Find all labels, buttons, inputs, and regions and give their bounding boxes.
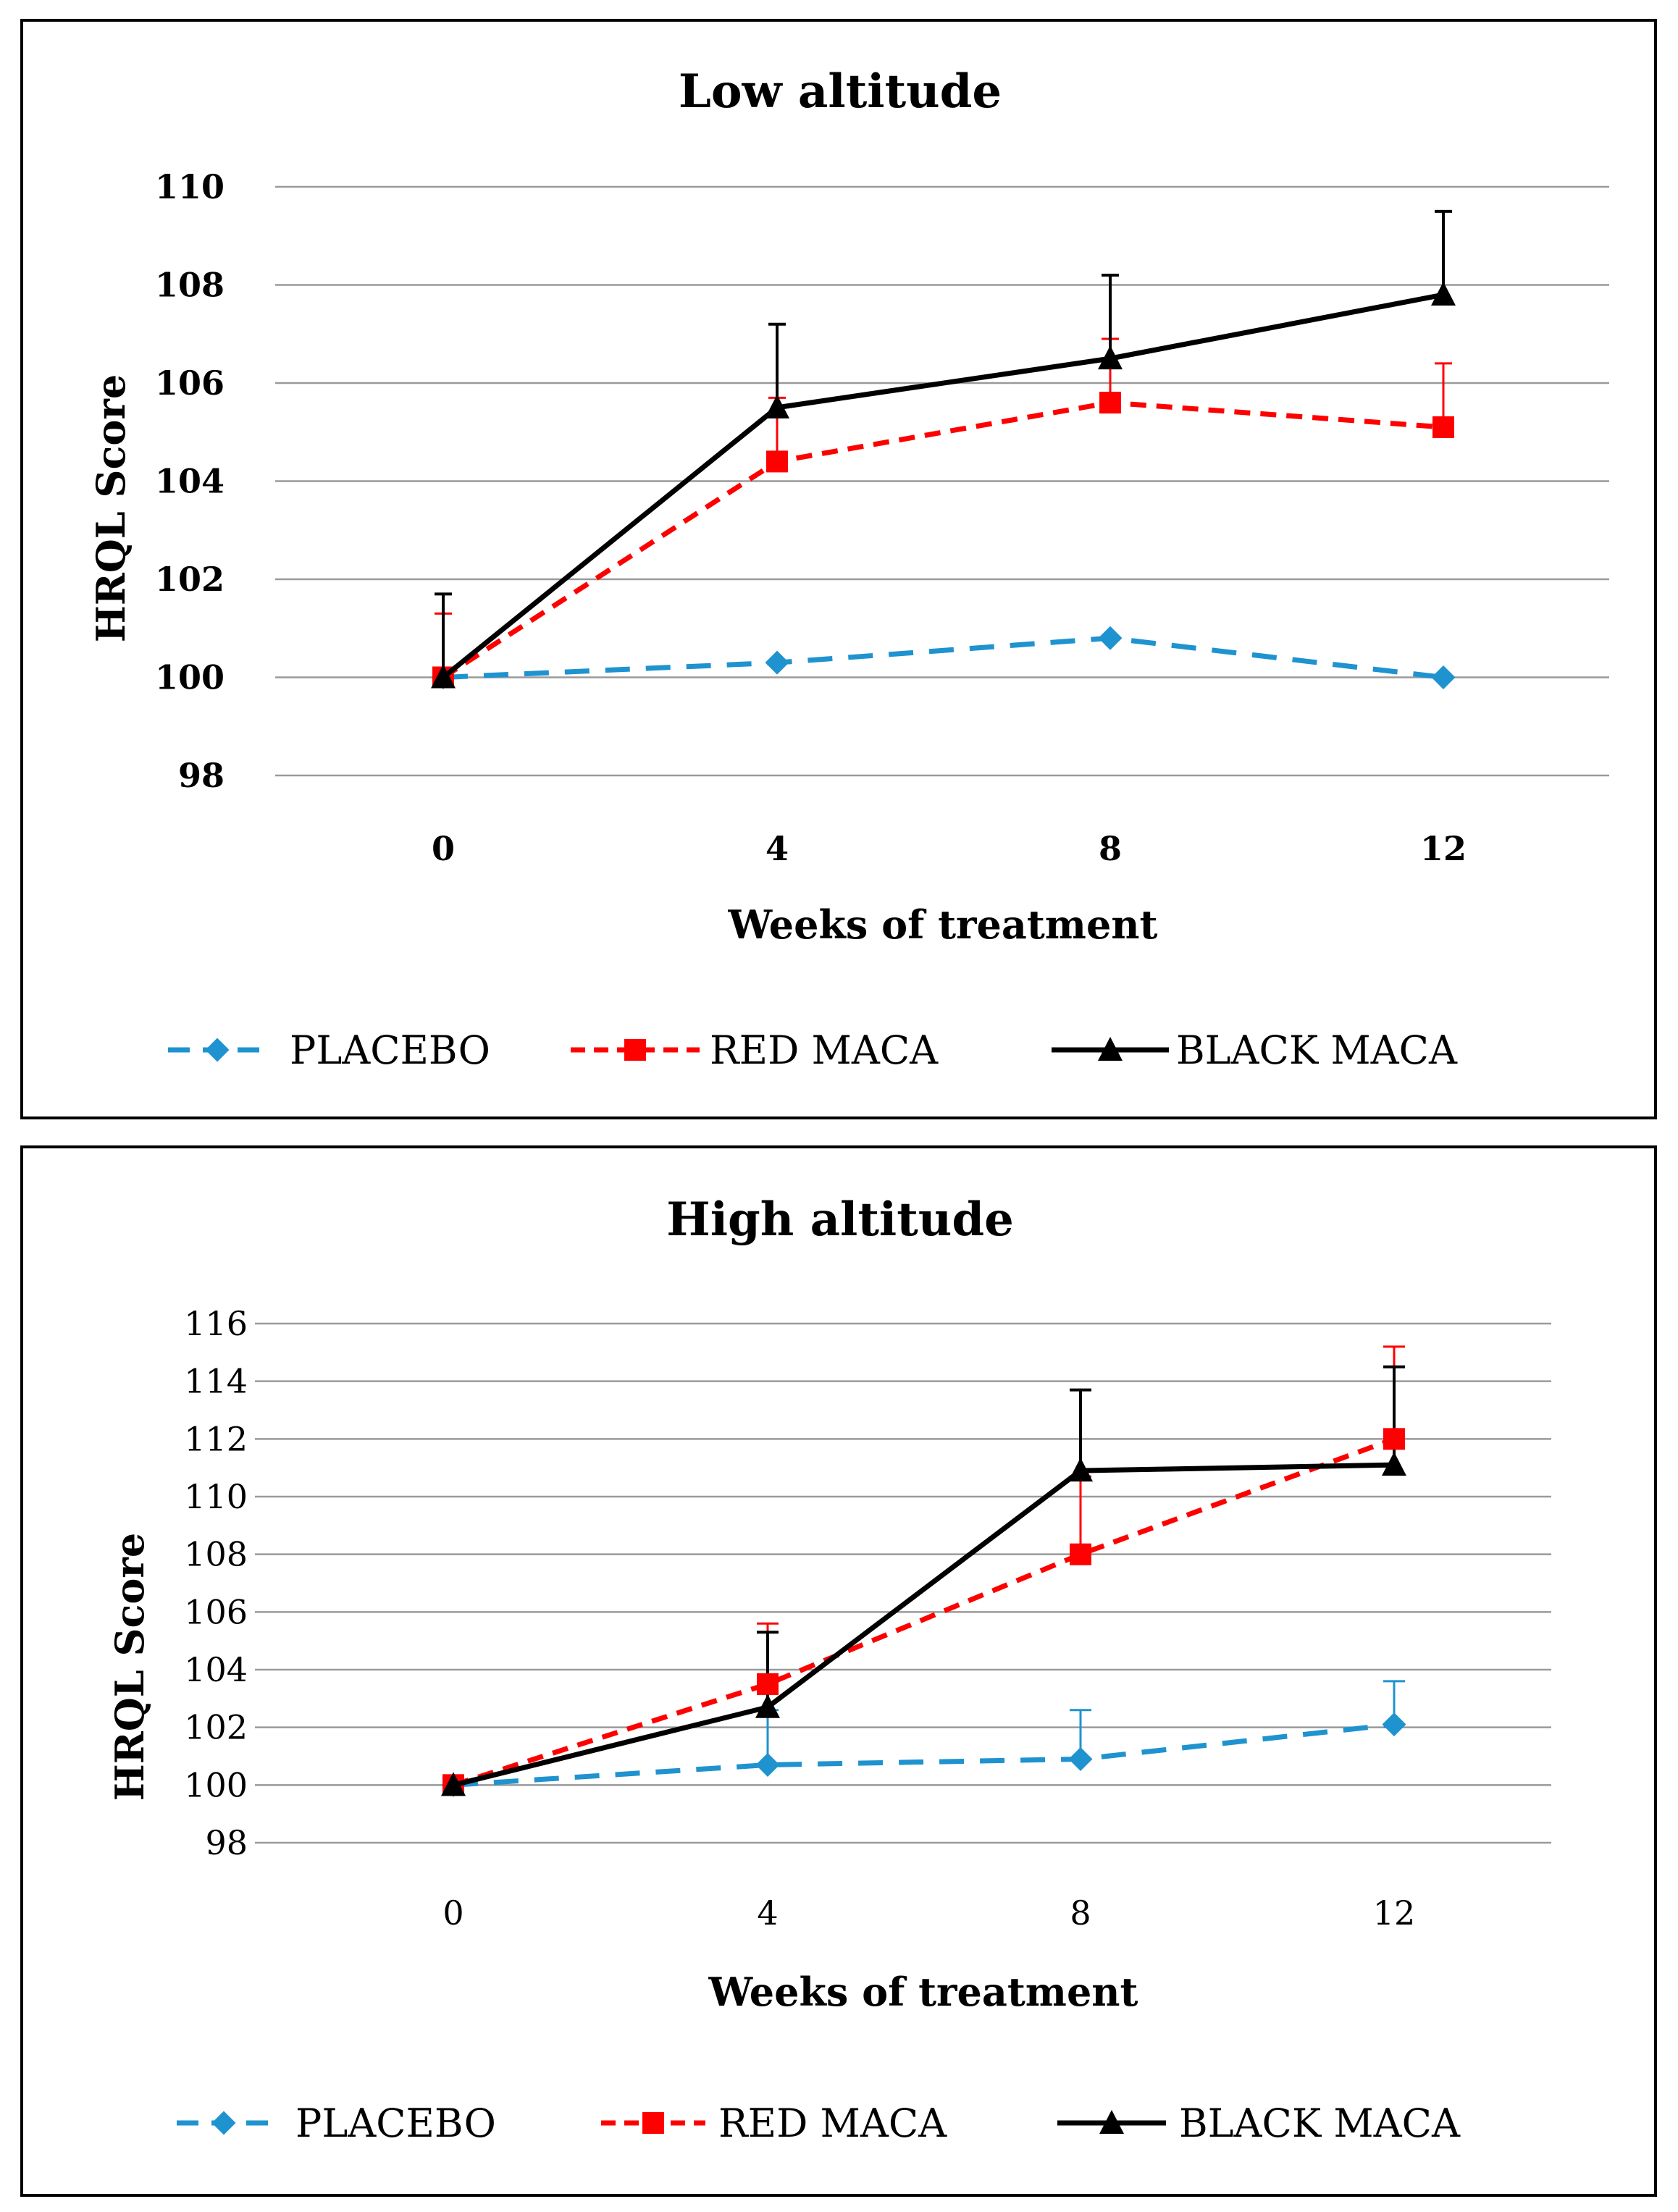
high-black-maca-point-1 — [755, 1694, 780, 1718]
high-placebo-point-3 — [1382, 1712, 1406, 1737]
high-ytick-116: 116 — [184, 1304, 248, 1343]
high-legend-red-maca-label: RED MACA — [718, 2100, 947, 2146]
low-placebo-point-3 — [1431, 665, 1456, 689]
high-legend-red-maca-marker — [642, 2112, 664, 2134]
low-legend-black-maca-marker — [1098, 1037, 1123, 1061]
high-black-maca-line — [453, 1462, 1395, 1788]
high-red-maca-point-3 — [1383, 1428, 1405, 1450]
high-red-maca-line — [452, 1437, 1396, 1788]
high-ytick-106: 106 — [184, 1592, 248, 1631]
low-red-maca-point-1 — [766, 450, 788, 473]
low-legend-red-maca-marker — [624, 1039, 646, 1061]
high-altitude-plot: 98 100 102 104 106 108 110 112 114 116 0 4 8 12 PLACEB… — [177, 1304, 1551, 2146]
high-xtick-4: 4 — [757, 1893, 778, 1933]
high-legend-black-maca-label: BLACK MACA — [1179, 2100, 1461, 2146]
low-altitude-ylabel: HRQL Score — [88, 374, 134, 642]
low-ytick-106: 106 — [155, 363, 225, 403]
low-ytick-104: 104 — [155, 462, 225, 501]
low-red-maca-line — [442, 400, 1444, 680]
low-black-maca-point-0 — [431, 664, 456, 689]
low-xtick-4: 4 — [765, 829, 789, 868]
high-altitude-ylabel: HRQL Score — [106, 1533, 153, 1801]
low-legend-black-maca-label: BLACK MACA — [1176, 1027, 1458, 1073]
high-ytick-102: 102 — [184, 1708, 248, 1747]
low-black-maca-line — [441, 292, 1444, 680]
high-xtick-8: 8 — [1070, 1893, 1091, 1933]
high-xtick-0: 0 — [442, 1893, 463, 1933]
low-altitude-panel-frame — [20, 19, 1657, 1119]
low-xtick-8: 8 — [1099, 829, 1122, 868]
low-ytick-110: 110 — [155, 167, 225, 206]
low-black-maca-point-3 — [1431, 282, 1456, 306]
high-legend-placebo-marker — [211, 2111, 236, 2135]
high-legend-black-maca-marker — [1099, 2110, 1124, 2134]
low-altitude-plot: 98 100 102 104 106 108 110 0 4 8 12 PLACEBO RED MACA… — [155, 167, 1609, 1073]
low-red-maca-point-2 — [1099, 392, 1121, 414]
high-red-maca-point-1 — [757, 1673, 779, 1695]
high-ytick-114: 114 — [184, 1362, 248, 1401]
low-ytick-102: 102 — [155, 560, 225, 599]
high-altitude-title: High altitude — [666, 1193, 1014, 1247]
high-altitude-xlabel: Weeks of treatment — [708, 1969, 1138, 2015]
high-black-maca-point-2 — [1068, 1458, 1093, 1482]
high-placebo-point-1 — [755, 1752, 780, 1777]
low-xtick-0: 0 — [432, 829, 455, 868]
high-ytick-100: 100 — [184, 1765, 248, 1804]
high-ytick-108: 108 — [184, 1535, 248, 1574]
low-legend-placebo-label: PLACEBO — [290, 1027, 490, 1073]
low-placebo-point-1 — [765, 650, 789, 675]
low-black-maca-point-2 — [1098, 345, 1123, 370]
high-xtick-12: 12 — [1373, 1893, 1416, 1933]
low-ytick-108: 108 — [155, 266, 225, 305]
high-placebo-line — [453, 1722, 1395, 1788]
high-ytick-112: 112 — [184, 1419, 248, 1458]
high-altitude-panel-frame — [20, 1145, 1657, 2197]
low-legend-red-maca-label: RED MACA — [710, 1027, 939, 1073]
low-ytick-100: 100 — [155, 658, 225, 697]
low-ytick-98: 98 — [178, 756, 225, 795]
low-legend-placebo-marker — [205, 1038, 230, 1062]
low-altitude-xlabel: Weeks of treatment — [728, 901, 1158, 948]
low-black-maca-point-1 — [765, 394, 789, 419]
low-placebo-point-2 — [1098, 626, 1123, 650]
low-red-maca-point-3 — [1432, 416, 1454, 438]
high-black-maca-point-0 — [441, 1772, 466, 1796]
high-ytick-98: 98 — [205, 1823, 248, 1862]
low-placebo-line — [442, 635, 1444, 680]
high-ytick-110: 110 — [184, 1477, 248, 1516]
high-black-maca-point-3 — [1382, 1452, 1406, 1476]
low-xtick-12: 12 — [1420, 829, 1467, 868]
high-ytick-104: 104 — [184, 1650, 248, 1689]
high-legend-placebo-label: PLACEBO — [295, 2100, 496, 2146]
high-red-maca-point-2 — [1070, 1543, 1091, 1565]
high-placebo-point-2 — [1068, 1746, 1093, 1771]
low-altitude-title: Low altitude — [679, 64, 1002, 119]
